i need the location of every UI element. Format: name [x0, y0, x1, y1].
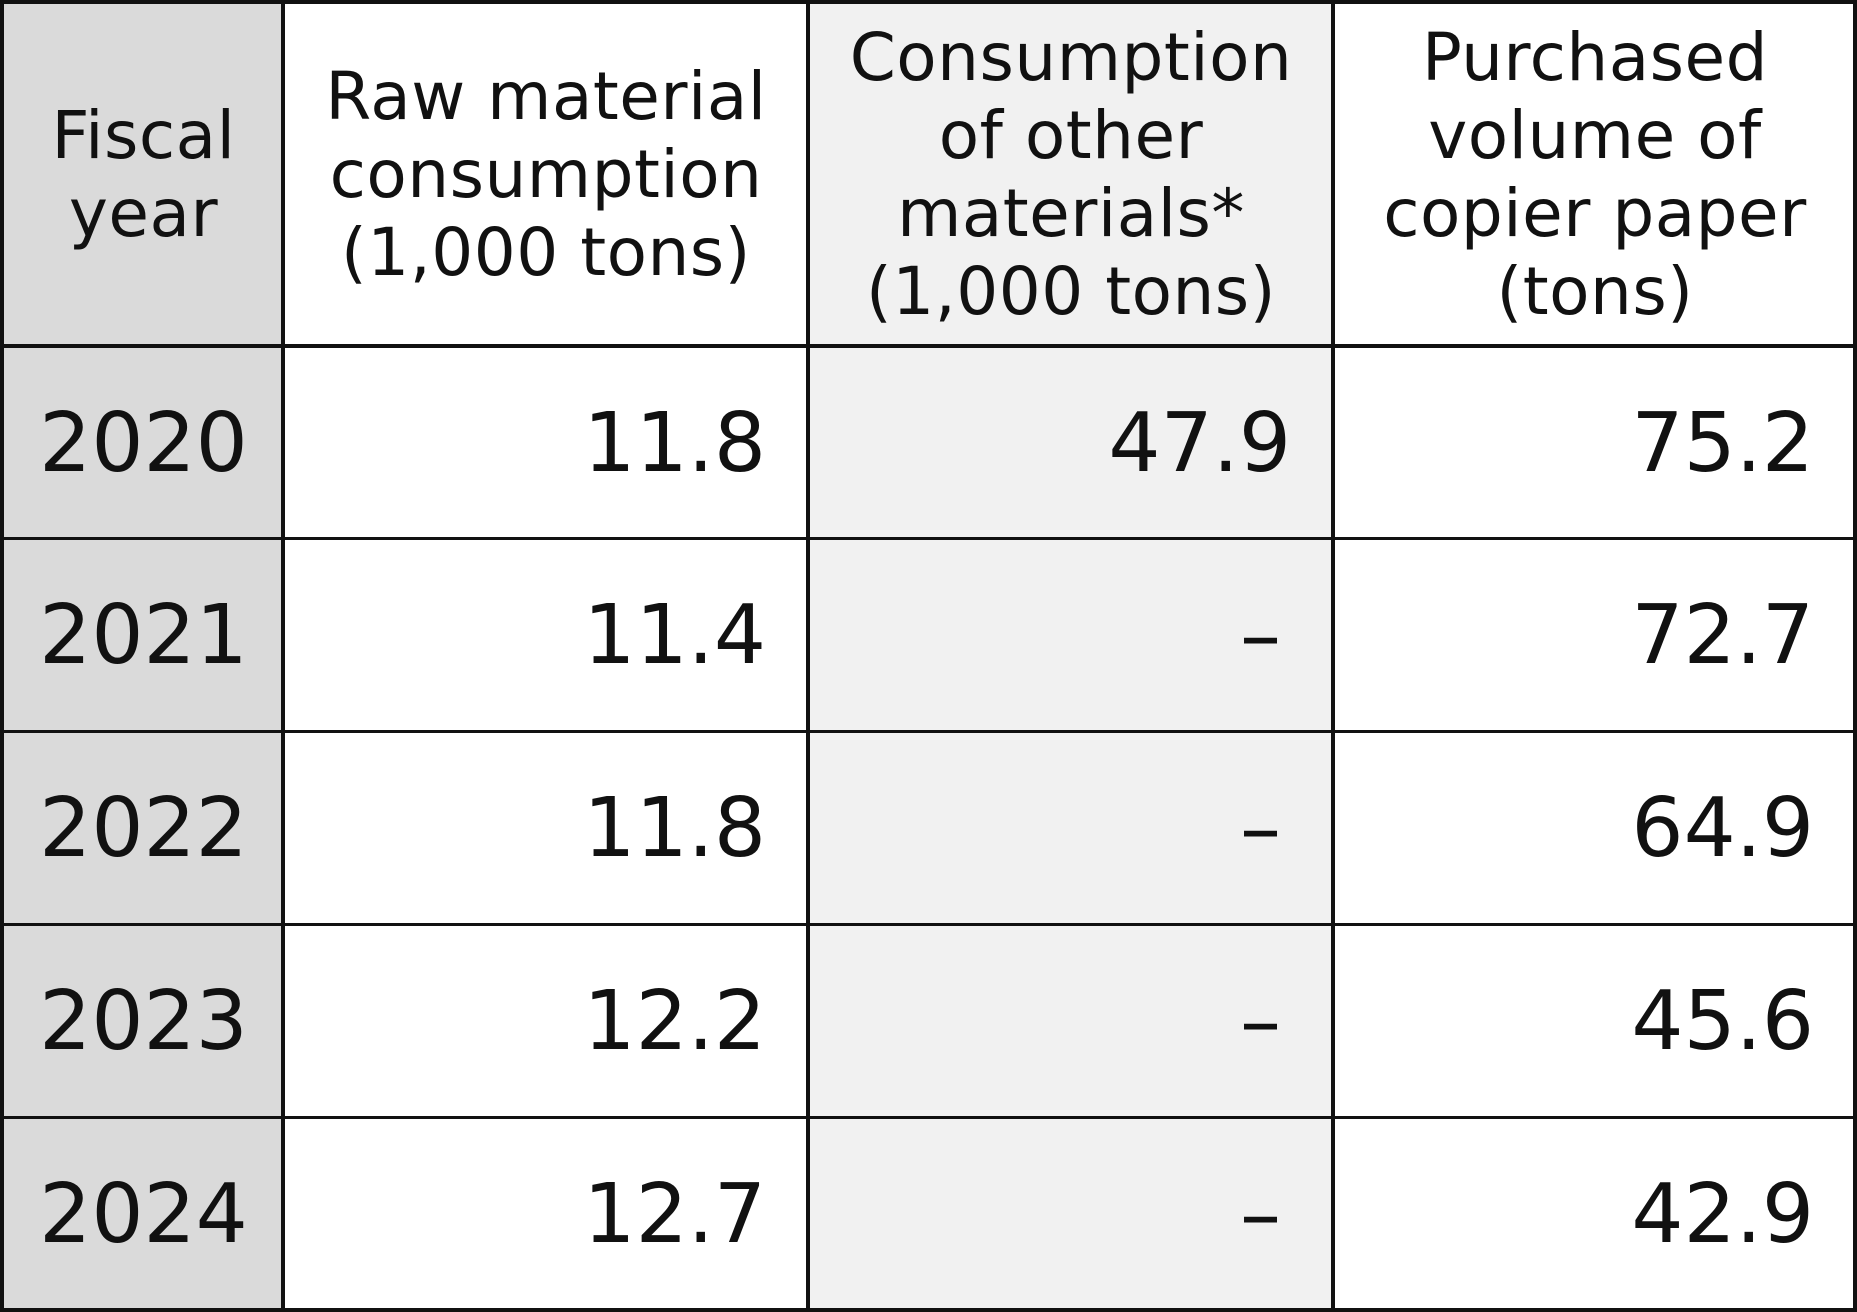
row-2024-year: 2024	[39, 1166, 248, 1262]
row-2024-raw: 12.7	[583, 1166, 766, 1262]
column-divider	[281, 0, 285, 1312]
year-column-background	[0, 0, 283, 1312]
row-2020-raw: 11.8	[583, 395, 766, 491]
column-divider	[806, 0, 810, 1312]
header-raw-material-consumption: Raw material consumption (1,000 tons)	[325, 57, 767, 291]
row-divider	[0, 1116, 1857, 1119]
row-2024-other: –	[1240, 1166, 1281, 1262]
other-materials-column-background	[808, 0, 1332, 1312]
row-2023-copier: 45.6	[1631, 973, 1814, 1069]
row-2021-copier: 72.7	[1631, 587, 1814, 683]
row-2022-year: 2022	[39, 780, 248, 876]
row-2020-other: 47.9	[1108, 395, 1291, 491]
row-2020-copier: 75.2	[1631, 395, 1814, 491]
row-2020-year: 2020	[39, 395, 248, 491]
table-border-right	[1853, 0, 1857, 1312]
row-2022-copier: 64.9	[1631, 780, 1814, 876]
table-border-bottom	[0, 1308, 1857, 1312]
row-2024-copier: 42.9	[1631, 1166, 1814, 1262]
row-2023-year: 2023	[39, 973, 248, 1069]
table-border-left	[0, 0, 4, 1312]
row-2021-other: –	[1240, 587, 1281, 683]
header-divider	[0, 344, 1857, 348]
row-2021-year: 2021	[39, 587, 248, 683]
row-2023-raw: 12.2	[583, 973, 766, 1069]
header-other-materials-consumption: Consumption of other materials* (1,000 t…	[849, 18, 1293, 330]
row-divider	[0, 730, 1857, 733]
row-2023-other: –	[1240, 973, 1281, 1069]
header-copier-paper-volume: Purchased volume of copier paper (tons)	[1383, 18, 1807, 330]
row-2021-raw: 11.4	[583, 587, 766, 683]
column-divider	[1331, 0, 1335, 1312]
table-border-top	[0, 0, 1857, 4]
row-divider	[0, 923, 1857, 926]
row-divider	[0, 537, 1857, 540]
header-fiscal-year: Fiscal year	[51, 96, 236, 252]
row-2022-raw: 11.8	[583, 780, 766, 876]
row-2022-other: –	[1240, 780, 1281, 876]
